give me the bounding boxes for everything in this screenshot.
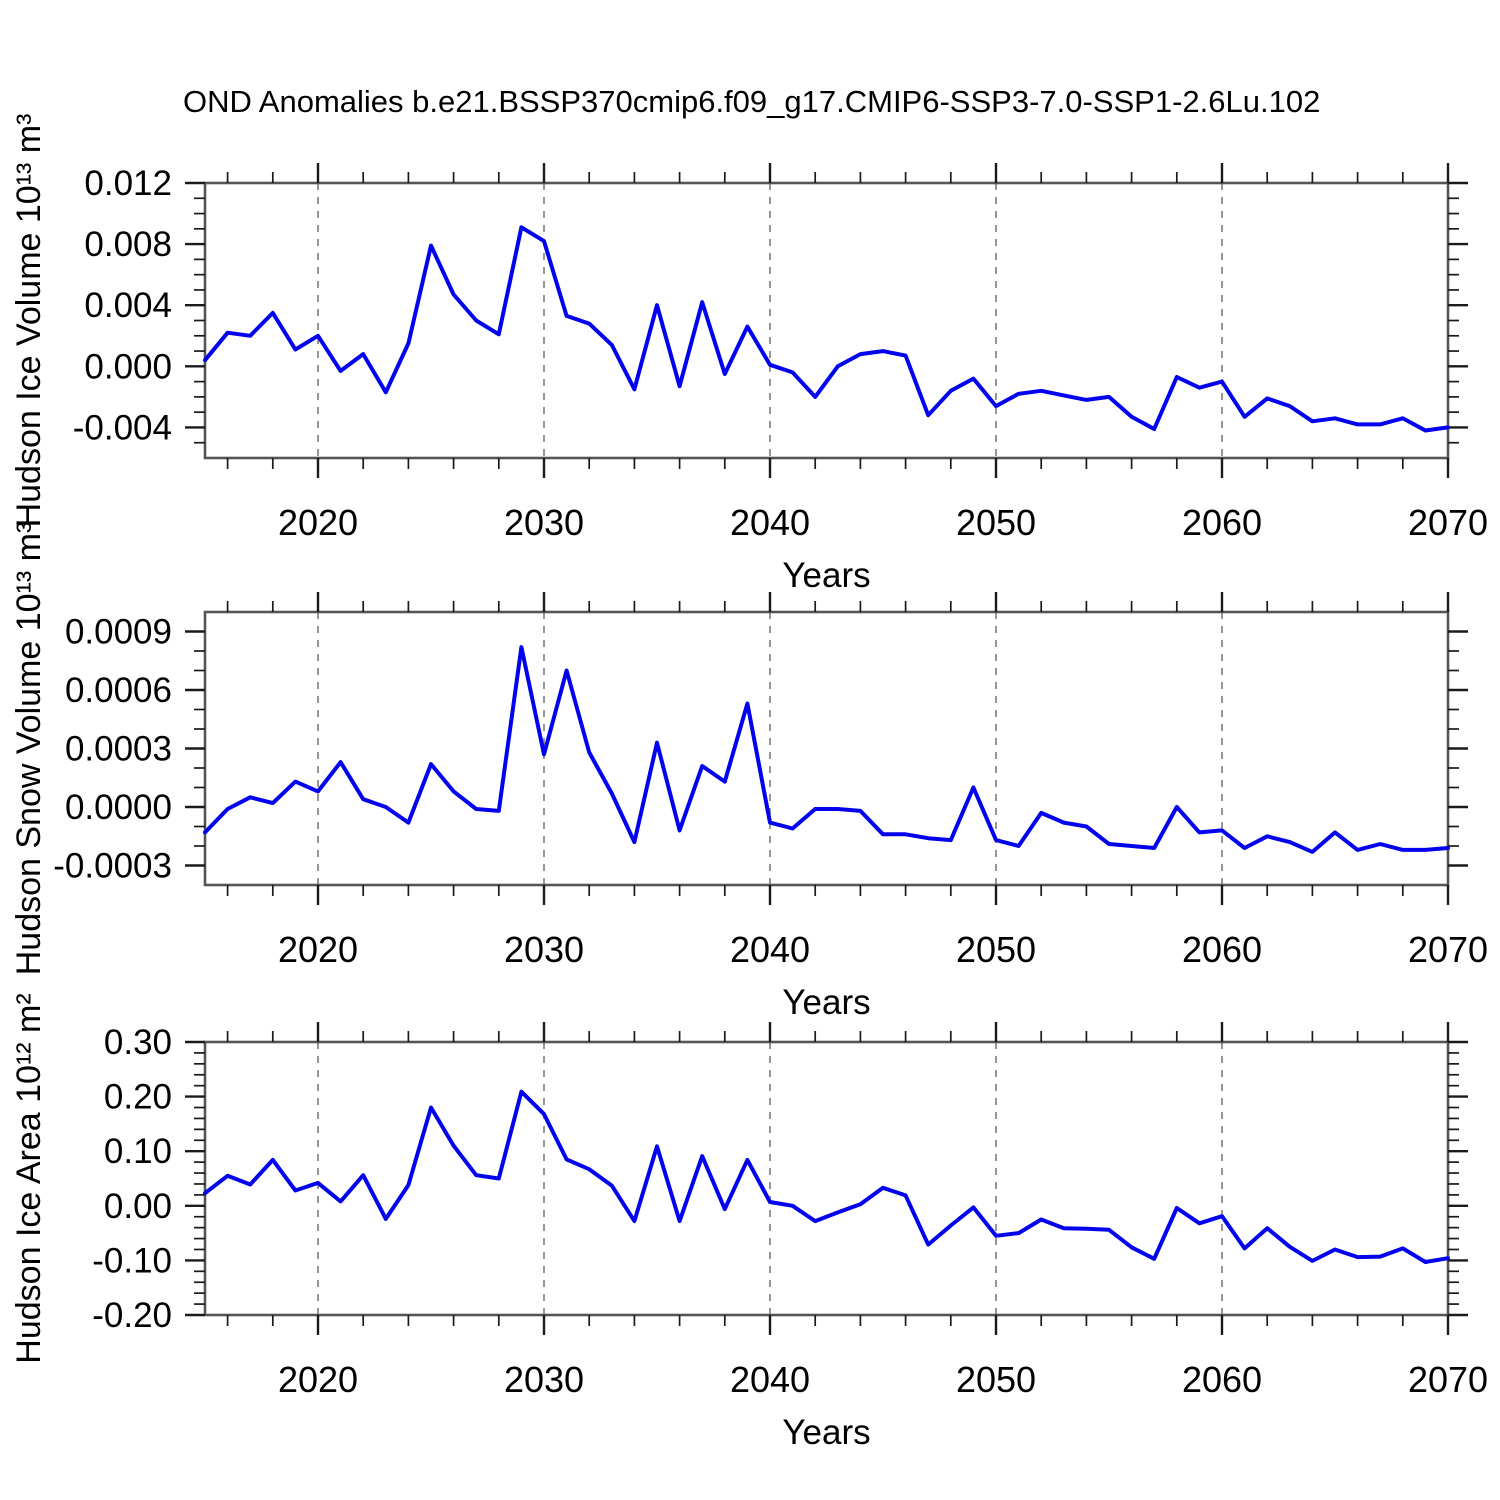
y-tick-label: 0.00 <box>104 1187 172 1226</box>
x-tick-label: 2060 <box>1182 502 1262 543</box>
y-tick-labels: 0.0009 0.0006 0.0003 0.0000 -0.0003 <box>53 613 172 886</box>
x-tick-labels: 2020 2030 2040 2050 2060 2070 <box>278 929 1488 970</box>
y-tick-label: -0.0003 <box>53 847 172 886</box>
x-tick-label: 2040 <box>730 1359 810 1400</box>
x-tick-label: 2030 <box>504 929 584 970</box>
y-tick-label: 0.0009 <box>65 613 172 652</box>
hudson-ice-volume-line <box>203 225 1450 433</box>
x-tick-label: 2060 <box>1182 929 1262 970</box>
chart-title: OND Anomalies b.e21.BSSP370cmip6.f09_g17… <box>183 84 1321 119</box>
y-tick-label: -0.20 <box>92 1296 172 1335</box>
y-tick-label: 0.004 <box>84 286 172 325</box>
gridlines <box>317 612 1223 885</box>
y-tick-label: 0.012 <box>84 164 172 203</box>
x-tick-label: 2050 <box>956 502 1036 543</box>
x-tick-label: 2070 <box>1408 1359 1488 1400</box>
x-tick-label: 2060 <box>1182 1359 1262 1400</box>
x-tick-label: 2070 <box>1408 502 1488 543</box>
y-tick-labels: 0.012 0.008 0.004 0.000 -0.004 <box>73 164 172 447</box>
y-tick-labels: 0.30 0.20 0.10 0.00 -0.10 -0.20 <box>92 1023 172 1335</box>
x-tick-label: 2020 <box>278 502 358 543</box>
y-tick-label: 0.0003 <box>65 730 172 769</box>
y-tick-label: 0.0006 <box>65 671 172 710</box>
x-tick-label: 2030 <box>504 502 584 543</box>
y-tick-label: 0.000 <box>84 347 172 386</box>
y-tick-label: -0.004 <box>73 408 172 447</box>
x-tick-label: 2050 <box>956 1359 1036 1400</box>
y-tick-label: 0.10 <box>104 1132 172 1171</box>
x-tick-label: 2040 <box>730 502 810 543</box>
y-axis-title-hudson-ice-volume: Hudson Ice Volume 10¹³ m³ <box>10 114 48 528</box>
x-tick-label: 2030 <box>504 1359 584 1400</box>
x-tick-labels: 2020 2030 2040 2050 2060 2070 <box>278 502 1488 543</box>
plot-frame <box>203 610 1450 887</box>
y-tick-label: 0.0000 <box>65 788 172 827</box>
plot-frame <box>203 1040 1450 1317</box>
x-tick-label: 2040 <box>730 929 810 970</box>
ticks <box>185 1022 1468 1335</box>
x-tick-label: 2050 <box>956 929 1036 970</box>
hudson-snow-volume-line <box>203 645 1450 854</box>
x-tick-label: 2020 <box>278 1359 358 1400</box>
y-tick-label: 0.30 <box>104 1023 172 1062</box>
y-axis-title-hudson-ice-area: Hudson Ice Area 10¹² m² <box>10 993 48 1363</box>
ticks <box>185 163 1468 478</box>
x-tick-labels: 2020 2030 2040 2050 2060 2070 <box>278 1359 1488 1400</box>
x-axis-title: Years <box>782 1413 870 1452</box>
y-axis-title-hudson-snow-volume: Hudson Snow Volume 10¹³ m³ <box>10 522 48 976</box>
ticks <box>185 592 1468 905</box>
x-axis-title: Years <box>782 983 870 1022</box>
hudson-ice-area-line <box>203 1089 1450 1264</box>
x-tick-label: 2070 <box>1408 929 1488 970</box>
y-tick-label: -0.10 <box>92 1241 172 1280</box>
plot-frame <box>203 181 1450 460</box>
gridlines <box>317 183 1223 458</box>
x-tick-label: 2020 <box>278 929 358 970</box>
x-axis-title: Years <box>782 556 870 595</box>
gridlines <box>317 1042 1223 1315</box>
y-tick-label: 0.20 <box>104 1078 172 1117</box>
y-tick-label: 0.008 <box>84 225 172 264</box>
